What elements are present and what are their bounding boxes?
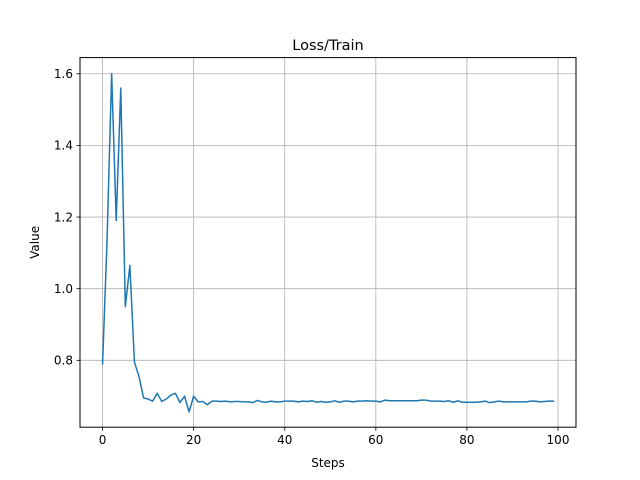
x-tick-label: 60	[368, 433, 383, 447]
plot-frame	[79, 57, 577, 428]
x-tick-label: 80	[459, 433, 474, 447]
grid-lines	[80, 57, 576, 428]
x-axis-label: Steps	[311, 456, 345, 470]
y-tick-label: 1.6	[54, 67, 73, 81]
x-tick-label: 100	[547, 433, 570, 447]
y-axis-label: Value	[28, 226, 42, 259]
y-axis-ticks: 0.8 1.0 1.2 1.4 1.6	[54, 67, 80, 368]
series-layer	[101, 73, 555, 413]
x-axis-ticks: 0 20 40 60 80 100	[99, 427, 570, 447]
x-tick-label: 40	[277, 433, 292, 447]
series-line-0	[101, 73, 555, 413]
y-tick-label: 1.4	[54, 139, 73, 153]
x-tick-label: 0	[99, 433, 107, 447]
y-tick-label: 1.0	[54, 282, 73, 296]
chart-title: Loss/Train	[292, 38, 363, 54]
y-tick-label: 0.8	[54, 354, 73, 368]
y-tick-label: 1.2	[54, 210, 73, 224]
x-tick-label: 20	[186, 433, 201, 447]
